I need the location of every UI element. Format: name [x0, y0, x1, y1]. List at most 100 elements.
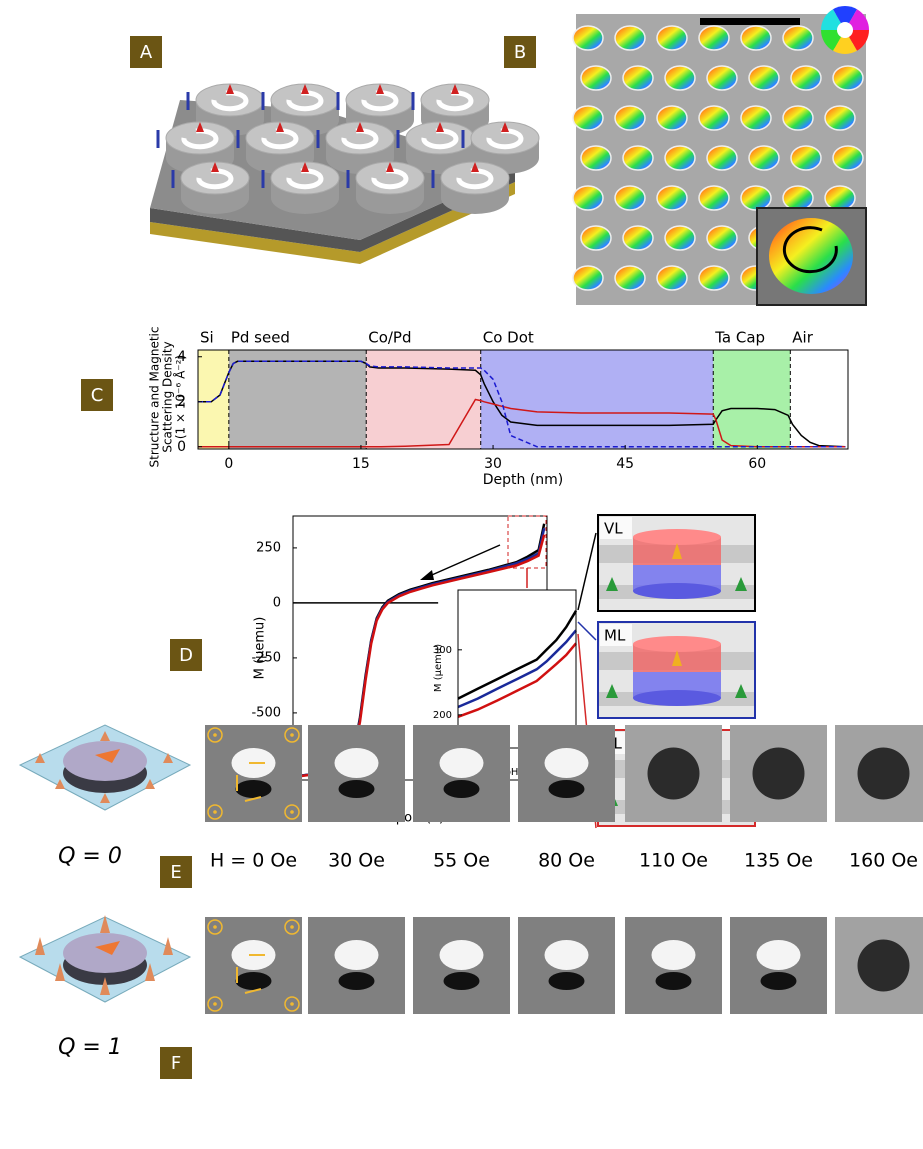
field-arrow — [735, 684, 747, 698]
vortex-arrow — [456, 168, 494, 190]
dark-lobe — [548, 780, 585, 798]
panel-label-box — [160, 856, 192, 888]
mfm-dot — [782, 105, 814, 131]
field-symbol-dot — [290, 1002, 294, 1006]
y-tick-label: 0 — [177, 439, 186, 455]
mfm-dot — [832, 145, 864, 171]
mfm-dot — [790, 145, 822, 171]
color-wheel — [833, 5, 857, 30]
vortex-arrow — [421, 128, 459, 150]
dark-lobe — [235, 780, 272, 798]
q-cone — [145, 963, 155, 981]
dark-lobe — [443, 972, 480, 990]
moment-arrow — [386, 162, 394, 172]
vortex-arrow — [436, 90, 474, 112]
region — [713, 350, 791, 449]
dot-red-top — [633, 636, 721, 652]
panel-label: D — [179, 645, 193, 666]
moment-arrow — [301, 84, 309, 94]
bright-lobe — [756, 940, 801, 970]
field-arrow — [606, 684, 618, 698]
dark-dot — [857, 939, 910, 992]
panel-label-box — [504, 36, 536, 68]
mfm-dot — [622, 65, 654, 91]
dark-lobe — [338, 972, 375, 990]
vortex-arrow — [341, 128, 379, 150]
region — [366, 350, 481, 449]
mfm-dot — [740, 105, 772, 131]
panel-label-box — [170, 639, 202, 671]
bright-lobe — [544, 748, 589, 778]
field-label: H = 0 Oe — [210, 850, 297, 872]
field-symbol-dot — [290, 810, 294, 814]
mfm-dot — [824, 105, 856, 131]
dark-lobe — [548, 972, 585, 990]
dark-lobe — [443, 780, 480, 798]
y-axis-label: Structure and Magnetic — [148, 327, 162, 468]
panel-label-box — [130, 36, 162, 68]
vortex-arrow — [286, 90, 324, 112]
moment-arrow — [244, 988, 262, 994]
mfm-dot — [782, 25, 814, 51]
vortex-arrow — [261, 128, 299, 150]
field-symbol — [207, 919, 223, 935]
y-axis-label: M (μemu) — [433, 644, 444, 692]
bright-lobe — [439, 748, 484, 778]
bright-lobe — [439, 940, 484, 970]
x-tick-label: 15 — [352, 456, 370, 472]
region-label: Co Dot — [483, 329, 534, 347]
y-tick-label: 2 — [177, 394, 186, 410]
q-cone — [55, 963, 65, 981]
y-tick-label: 250 — [256, 540, 281, 555]
mfm-dot — [572, 105, 604, 131]
moment-arrow — [276, 122, 284, 132]
moment-arrow — [376, 84, 384, 94]
state-pointer — [577, 621, 597, 641]
dark-lobe — [760, 972, 797, 990]
mfm-dot — [698, 105, 730, 131]
field-label: 110 Oe — [639, 850, 708, 872]
field-symbol-dot — [290, 925, 294, 929]
q-cone — [35, 937, 45, 955]
mfm-dot — [580, 145, 612, 171]
substrate-gold — [150, 182, 515, 264]
vortex-arrow — [181, 128, 219, 150]
field-symbol — [207, 996, 223, 1012]
state-label-bg — [600, 517, 632, 539]
panel-label-box — [81, 379, 113, 411]
q-cone — [163, 753, 173, 763]
vortex-arrow — [196, 168, 234, 190]
field-symbol-dot — [213, 733, 217, 737]
vortex-arrow — [211, 90, 249, 112]
dot-blue-bottom — [633, 583, 721, 599]
mfm-dot — [622, 145, 654, 171]
mfm-dot — [698, 185, 730, 211]
moment-arrow — [471, 162, 479, 172]
sweep-arrow — [424, 544, 501, 579]
mfm-dot — [832, 65, 864, 91]
dark-lobe — [655, 972, 692, 990]
dot-blue-bottom — [633, 690, 721, 706]
panel-label: C — [91, 385, 104, 406]
region — [790, 350, 848, 449]
moment-arrow — [672, 650, 682, 666]
bright-lobe — [544, 940, 589, 970]
region-label: Air — [792, 329, 813, 347]
mfm-dot — [614, 25, 646, 51]
panel-label: A — [140, 42, 153, 63]
mfm-dot — [572, 25, 604, 51]
moment-arrow — [501, 122, 509, 132]
mfm-dot — [740, 25, 772, 51]
q-cone — [100, 915, 110, 933]
dark-dot — [857, 747, 910, 800]
field-label: 55 Oe — [433, 850, 490, 872]
y-axis-label: (1 × 10⁻⁶ Å⁻²) — [173, 355, 188, 439]
q-dot-top — [63, 933, 147, 973]
field-label: 30 Oe — [328, 850, 385, 872]
mfm-dot — [790, 65, 822, 91]
mfm-dot — [706, 65, 738, 91]
moment-arrow — [226, 84, 234, 94]
y-tick-label: -500 — [251, 705, 281, 720]
q-cone — [100, 793, 110, 803]
mfm-dot — [698, 25, 730, 51]
